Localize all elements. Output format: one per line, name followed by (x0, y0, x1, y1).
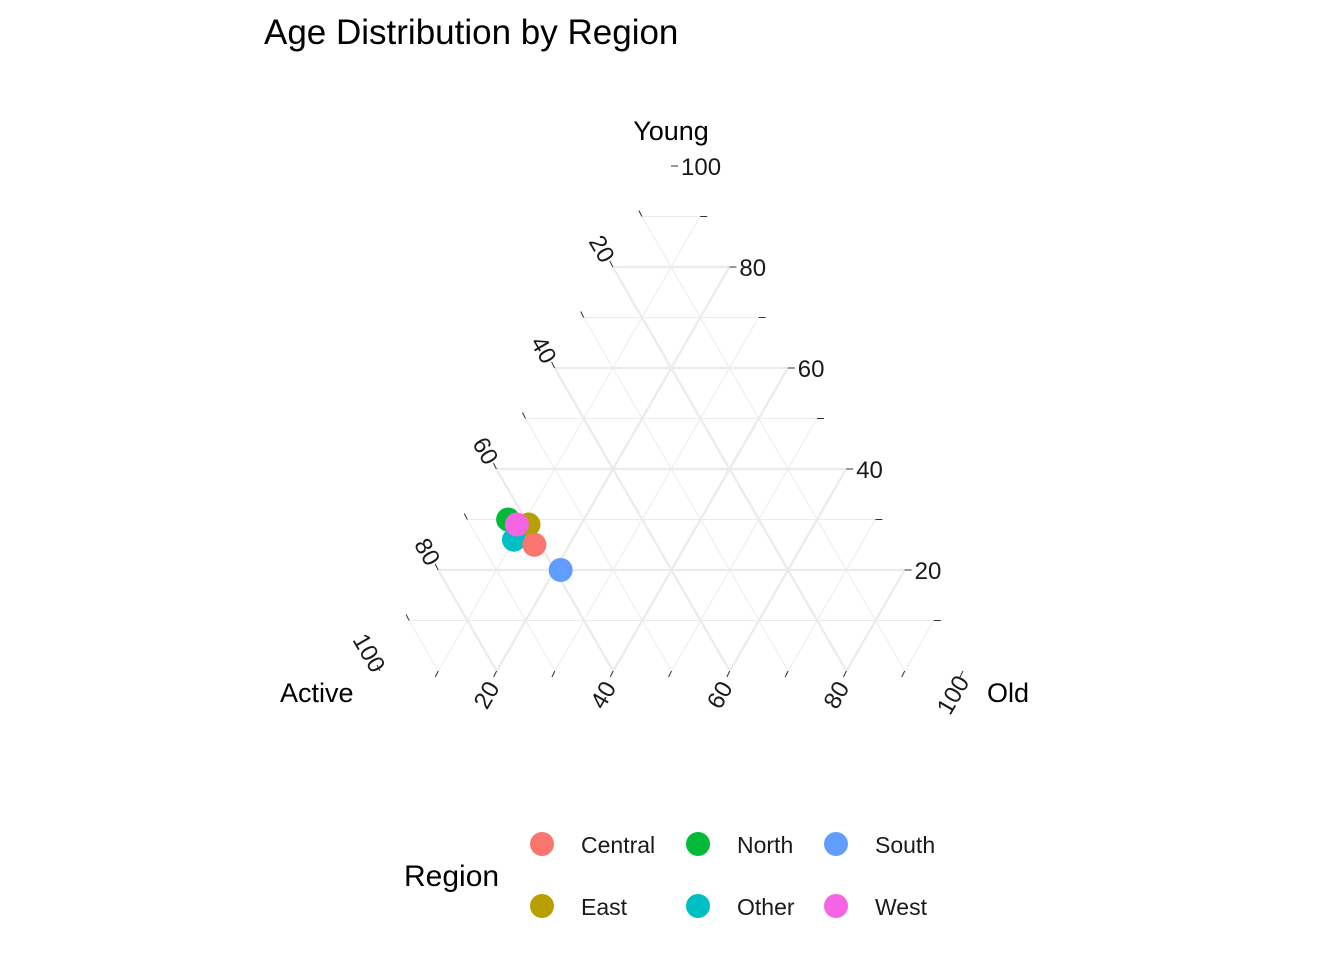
legend-key-north (686, 832, 710, 856)
grid-line-old (671, 418, 818, 672)
tick-old (842, 670, 847, 678)
tick-active (551, 361, 556, 369)
tick-label-active: 60 (467, 433, 504, 470)
tick-active (492, 462, 497, 470)
tick-active (522, 412, 526, 419)
tick-active (609, 260, 614, 268)
tick-label-active: 100 (347, 629, 390, 677)
grid-line-active (525, 418, 672, 672)
legend-label-south: South (875, 832, 935, 858)
grid-line-active (583, 317, 789, 672)
tick-label-active: 80 (408, 534, 445, 571)
point-south (548, 558, 573, 582)
tick-label-young: 60 (798, 356, 825, 383)
legend-label-central: Central (581, 832, 655, 858)
tick-active (638, 210, 643, 217)
point-west (504, 512, 529, 537)
legend-label-north: North (737, 832, 793, 858)
grid-line-active (641, 216, 906, 672)
axis-title-active: Active (280, 678, 354, 708)
tick-old (609, 670, 614, 678)
legend-label-other: Other (737, 894, 795, 920)
tick-active (580, 311, 585, 318)
tick-labels: 20 40 60 80 100 20 40 60 80 100 20 40 60 80 100 (347, 154, 975, 719)
tick-label-old: 20 (469, 677, 506, 714)
legend-label-west: West (875, 894, 928, 920)
tick-marks (376, 165, 964, 678)
grid-line-active (437, 569, 498, 672)
grid-line-old (787, 519, 876, 672)
tick-label-old: 40 (585, 677, 622, 714)
chart-title: Age Distribution by Region (264, 13, 678, 52)
legend-title: Region (404, 860, 499, 893)
tick-old (959, 670, 964, 678)
tick-old (901, 670, 906, 678)
tick-old (668, 670, 672, 678)
legend-key-central (530, 832, 554, 856)
grid-line-old (554, 317, 760, 672)
legend-key-south (824, 832, 848, 856)
tick-old (493, 670, 498, 678)
tick-label-young: 100 (681, 154, 721, 181)
tick-old (784, 670, 789, 678)
tick-label-young: 20 (915, 558, 942, 585)
grid-line-old (904, 620, 935, 672)
grid-line-active (408, 620, 439, 672)
tick-active (405, 614, 410, 621)
tick-old (551, 670, 556, 678)
tick-label-old: 80 (819, 677, 856, 714)
grid-line-old (728, 468, 848, 672)
tick-active (376, 664, 381, 672)
axis-title-young: Young (633, 116, 709, 146)
legend-label-east: East (581, 894, 628, 920)
tick-label-active: 40 (525, 332, 562, 369)
legend: Region Central North South East Other West (404, 832, 935, 920)
tick-old (726, 670, 731, 678)
tick-label-old: 100 (932, 671, 975, 719)
data-points (496, 507, 573, 582)
grid-line-active (466, 519, 556, 672)
axis-title-old: Old (987, 678, 1029, 708)
tick-old (434, 670, 439, 678)
legend-key-west (824, 894, 848, 918)
legend-key-other (686, 894, 710, 918)
grid-line-old (845, 569, 906, 672)
tick-label-young: 80 (739, 255, 766, 282)
grid-line-old (437, 216, 701, 672)
tick-active (463, 513, 468, 520)
tick-label-active: 20 (583, 231, 620, 268)
point-central (522, 532, 547, 557)
tick-label-young: 40 (856, 457, 883, 484)
legend-key-east (530, 894, 554, 918)
tick-label-old: 60 (702, 677, 739, 714)
tick-active (434, 563, 439, 571)
